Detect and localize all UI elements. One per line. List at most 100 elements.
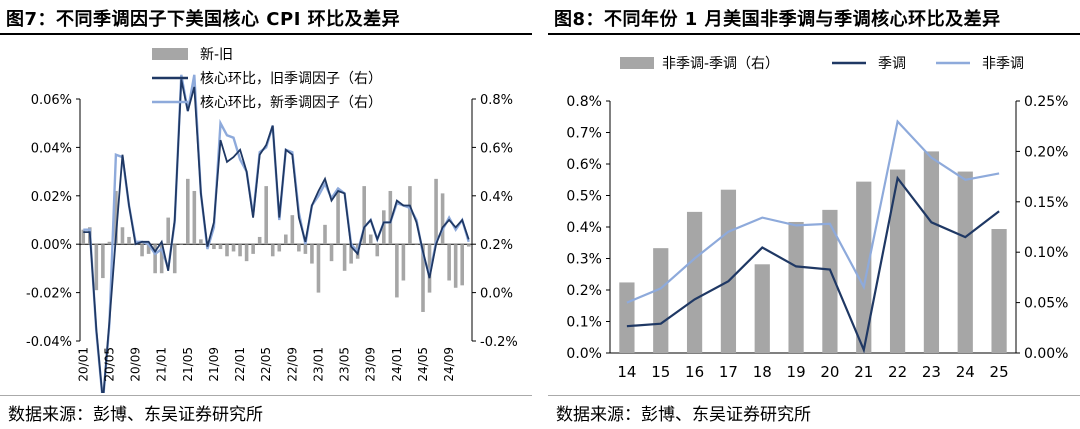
left-y-tick-label: 0.04% xyxy=(31,141,72,156)
left-chart-svg: -0.04% -0.02% 0.00% 0.02% 0.04% 0.06% -0.2% 0.0… xyxy=(26,47,518,393)
legend-label-old-line: 核心环比，旧季调因子（右） xyxy=(200,71,382,87)
bar-new-minus-old xyxy=(447,244,451,281)
x-tick-label: 23/05 xyxy=(338,347,352,382)
right-chart-title-bar: 图8：不同年份 1 月美国非季调与季调核心环比及差异 xyxy=(548,0,1080,35)
bar-new-minus-old xyxy=(192,190,197,245)
bar-new-minus-old xyxy=(186,178,190,245)
bar-new-minus-old xyxy=(244,244,249,262)
bar-nsa-minus-sa xyxy=(957,171,973,353)
bar-new-minus-old xyxy=(427,244,432,293)
right-y-tick-label: 0.10% xyxy=(1024,245,1068,261)
bar-new-minus-old xyxy=(297,244,301,252)
left-y-tick-label: 0.5% xyxy=(566,189,602,205)
bar-nsa-minus-sa xyxy=(923,151,940,353)
bar-new-minus-old xyxy=(368,234,373,245)
x-tick-label: 19 xyxy=(787,363,806,381)
right-y-tick-label: 0.6% xyxy=(480,141,513,156)
bar-new-minus-old xyxy=(453,244,458,288)
right-y-tick-label: 0.0% xyxy=(480,287,513,302)
bar-nsa-minus-sa xyxy=(720,189,737,353)
right-chart-title: 图8：不同年份 1 月美国非季调与季调核心环比及差异 xyxy=(554,9,1001,30)
x-tick-label: 22 xyxy=(888,363,907,381)
right-y-tick-label: -0.2% xyxy=(480,335,518,350)
bar-new-minus-old xyxy=(421,244,425,312)
bar-new-minus-old xyxy=(159,244,164,274)
x-tick-label: 20/01 xyxy=(76,347,90,382)
bar-nsa-minus-sa xyxy=(619,282,635,353)
bar-new-minus-old xyxy=(179,244,184,245)
bar-new-minus-old xyxy=(218,244,223,250)
line-not-seasonally-adjusted xyxy=(626,119,1000,304)
left-y-tick-label: 0.0% xyxy=(566,346,602,362)
x-tick-label: 20/09 xyxy=(129,347,143,382)
bar-new-minus-old xyxy=(342,244,347,271)
bar-new-minus-old xyxy=(310,244,314,264)
right-y-tick-label: 0.4% xyxy=(480,190,513,205)
left-y-tick-label: 0.4% xyxy=(566,220,602,236)
left-y-tick-label: 0.3% xyxy=(566,252,602,268)
bar-new-minus-old xyxy=(127,236,131,245)
bar-new-minus-old xyxy=(199,239,203,245)
left-y-tick-label: 0.06% xyxy=(31,93,72,108)
x-tick-label: 23 xyxy=(922,363,941,381)
left-y-tick-label: -0.02% xyxy=(26,287,72,302)
x-tick-label: 18 xyxy=(753,363,772,381)
bar-new-minus-old xyxy=(114,190,118,245)
left-chart-title-bar: 图7：不同季调因子下美国核心 CPI 环比及差异 xyxy=(0,0,532,35)
bar-new-minus-old xyxy=(329,244,334,262)
right-y-tick-label: 0.20% xyxy=(1024,144,1068,160)
left-chart-title: 图7：不同季调因子下美国核心 CPI 环比及差异 xyxy=(6,9,401,30)
right-chart-svg: 0.0% 0.1% 0.2% 0.3% 0.4% 0.5% 0.6% 0.7% 0.8% 0.00… xyxy=(566,56,1068,381)
bar-new-minus-old xyxy=(212,244,216,250)
bar-new-minus-old xyxy=(284,234,288,245)
left-source-divider xyxy=(0,395,532,396)
bar-new-minus-old xyxy=(101,244,105,279)
right-y-tick-label: 0.15% xyxy=(1024,195,1068,211)
left-chart-source: 数据来源：彭博、东吴证券研究所 xyxy=(8,405,263,425)
line-seasonally-adjusted xyxy=(626,175,1000,354)
bar-new-minus-old xyxy=(434,178,438,245)
legend-swatch-bar xyxy=(620,57,654,69)
bar-new-minus-old xyxy=(401,244,406,281)
bar-nsa-minus-sa xyxy=(889,169,906,353)
bar-new-minus-old xyxy=(336,188,340,245)
bar-new-minus-old xyxy=(166,217,170,245)
bar-nsa-minus-sa xyxy=(754,264,770,353)
bar-nsa-minus-sa xyxy=(653,248,669,353)
bar-new-minus-old xyxy=(251,244,255,254)
bar-new-minus-old xyxy=(270,244,275,257)
x-tick-label: 21/01 xyxy=(155,347,169,382)
legend-label-bar: 非季调-季调（右） xyxy=(662,56,779,72)
bar-new-minus-old xyxy=(408,186,412,245)
x-tick-label: 22/05 xyxy=(259,347,273,382)
left-y-tick-label: 0.1% xyxy=(566,315,602,331)
bar-new-minus-old xyxy=(460,244,464,286)
x-tick-label: 25 xyxy=(990,363,1009,381)
bar-new-minus-old xyxy=(225,244,229,257)
bar-new-minus-old xyxy=(303,244,308,254)
left-y-tick-label: 0.8% xyxy=(566,94,602,110)
bar-new-minus-old xyxy=(264,186,268,245)
right-y-tick-label: 0.05% xyxy=(1024,296,1068,312)
x-tick-label: 23/09 xyxy=(364,347,378,382)
legend-swatch-bar xyxy=(152,48,188,60)
legend-label-bar: 新-旧 xyxy=(200,47,233,63)
x-tick-label: 17 xyxy=(719,363,738,381)
left-y-tick-label: 0.7% xyxy=(566,126,602,142)
bar-new-minus-old xyxy=(257,236,262,245)
x-tick-label: 15 xyxy=(651,363,670,381)
right-y-tick-label: 0.2% xyxy=(480,238,513,253)
bar-new-minus-old xyxy=(81,229,86,245)
right-chart-panel: 图8：不同年份 1 月美国非季调与季调核心环比及差异 0.0% 0.1% 0.2% 0… xyxy=(548,0,1080,429)
bar-nsa-minus-sa xyxy=(991,229,1007,353)
left-y-tick-label: -0.04% xyxy=(26,335,72,350)
x-tick-label: 23/01 xyxy=(311,347,325,382)
bar-new-minus-old xyxy=(153,244,157,274)
bar-new-minus-old xyxy=(231,244,236,252)
x-tick-label: 22/01 xyxy=(233,347,247,382)
bar-new-minus-old xyxy=(440,193,445,245)
bar-new-minus-old xyxy=(349,244,353,264)
bar-new-minus-old xyxy=(172,244,177,274)
x-tick-label: 24/05 xyxy=(416,347,430,382)
bar-nsa-minus-sa xyxy=(822,209,838,353)
